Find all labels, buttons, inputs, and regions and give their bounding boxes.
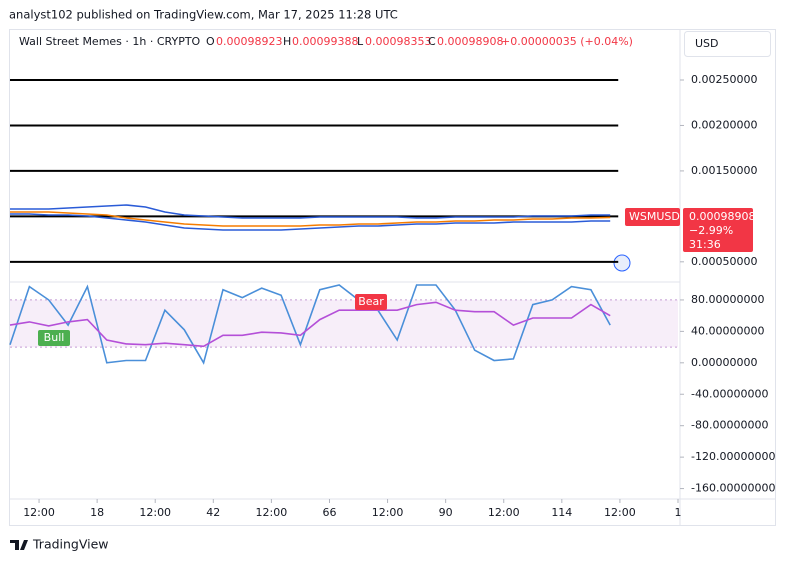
series-line [10, 211, 611, 227]
price-tag [683, 208, 753, 252]
x-tick-label: 12:00 [488, 506, 520, 519]
countdown: 31:36 [689, 238, 721, 251]
y-tick-label: -120.00000000 [691, 450, 775, 463]
close: 0.00098908 [437, 35, 503, 48]
x-tick-label: 12:00 [256, 506, 288, 519]
band [10, 299, 678, 348]
annotation: Bull [44, 331, 65, 344]
annotation: Bear [358, 295, 384, 308]
annotation-box [38, 330, 70, 346]
series-line [10, 213, 611, 231]
y-tick-label: -40.00000000 [691, 387, 768, 400]
x-tick-label: 12:00 [604, 506, 636, 519]
frame [9, 29, 776, 526]
symbol: Wall Street Memes · 1h · CRYPTO [19, 35, 201, 48]
ticker-tag [625, 208, 680, 226]
y-tick-label: -80.00000000 [691, 419, 768, 432]
y-tick-label: -160.00000000 [691, 482, 775, 495]
series-line [9, 301, 611, 348]
low: 0.00098353 [365, 35, 431, 48]
currency: USD [695, 37, 719, 50]
legend: Wall Street Memes · 1h · CRYPTO O 0.0009… [19, 35, 633, 48]
y-tick-label: 80.00000000 [691, 293, 764, 306]
y-tick-label: 0.00000000 [691, 356, 757, 369]
logo-mark [10, 540, 28, 550]
footer: TradingView [32, 537, 109, 552]
y-tick-label: 40.00000000 [691, 324, 764, 337]
x-tick-label: 12:00 [372, 506, 404, 519]
logo: TradingView [10, 537, 109, 552]
last-price: 0.00098908 [689, 210, 755, 223]
y-tick-label: 0.00200000 [691, 118, 757, 131]
close-label: C [428, 35, 436, 48]
y-tick-label: 0.00050000 [691, 255, 757, 268]
x-tick-label: 114 [551, 506, 572, 519]
currency-button[interactable] [684, 31, 771, 57]
x-tick-label: 42 [206, 506, 220, 519]
x-tick-label: 90 [439, 506, 453, 519]
series-line [10, 204, 611, 219]
open-label: O [206, 35, 215, 48]
ticker: WSMUSD [629, 210, 680, 223]
open: 0.00098923 [216, 35, 282, 48]
high-label: H [283, 35, 291, 48]
x-tick-label: 12:00 [139, 506, 171, 519]
low-label: L [357, 35, 364, 48]
y-tick-label: 0.00250000 [691, 73, 757, 86]
y-tick-label: 0.00150000 [691, 164, 757, 177]
publisher: analyst102 published on TradingView.com,… [9, 8, 398, 22]
x-tick-label: 1 [675, 506, 682, 519]
flag-icon[interactable] [613, 254, 631, 272]
x-tick-label: 66 [322, 506, 336, 519]
x-tick-label: 18 [90, 506, 104, 519]
day-change: −2.99% [689, 224, 733, 237]
high: 0.00099388 [292, 35, 358, 48]
annotation-box [355, 294, 387, 310]
x-tick-label: 12:00 [23, 506, 55, 519]
series-line [9, 284, 611, 365]
change: +0.00000035 (+0.04%) [501, 35, 633, 48]
